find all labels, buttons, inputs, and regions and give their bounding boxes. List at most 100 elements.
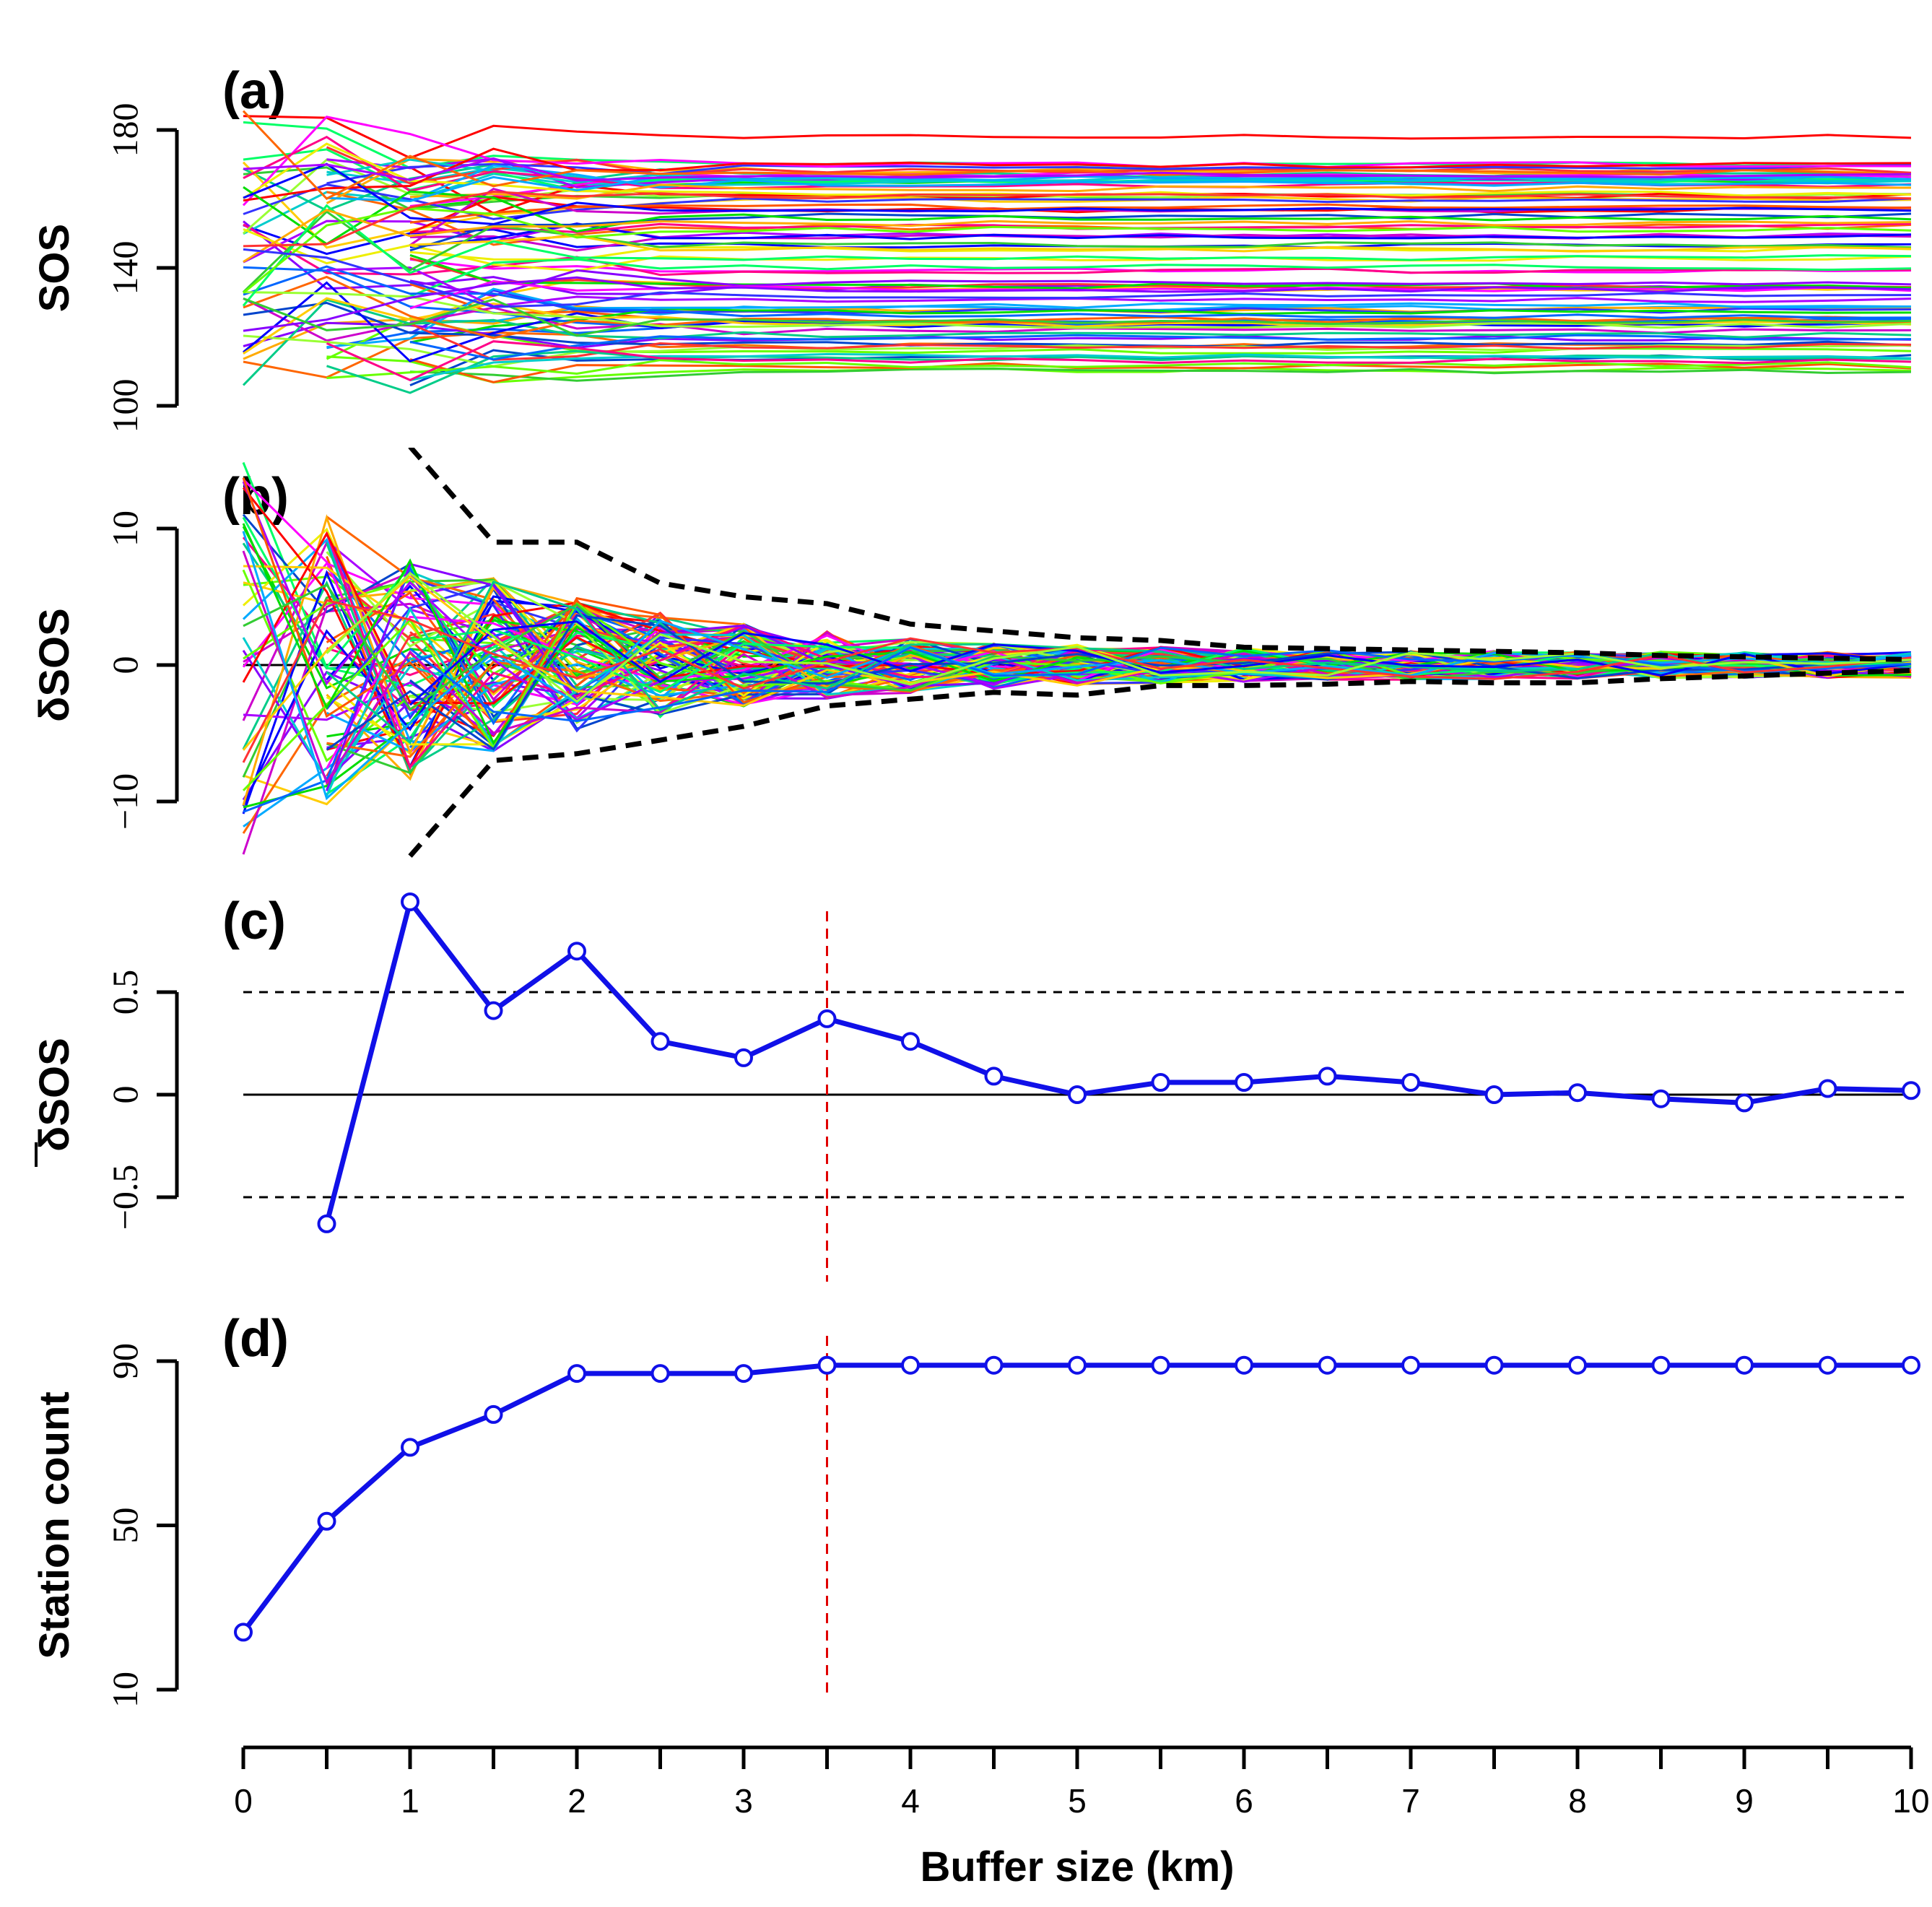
data-point-d [1235, 1355, 1253, 1375]
series-line-a [243, 162, 1912, 225]
data-point-c [401, 892, 419, 911]
panel-c: (c) −0.5 0 0.5 δSOS [31, 892, 1920, 1282]
x-tick-label: 4 [901, 1782, 920, 1820]
series-line-a [243, 248, 1912, 308]
series-line-a [326, 349, 1912, 394]
series-line-a [409, 253, 1912, 290]
data-point-c [1902, 1081, 1920, 1100]
data-point-c [567, 942, 586, 961]
x-tick-label: 5 [1068, 1782, 1087, 1820]
series-line-a [242, 210, 1912, 293]
data-point-c [1401, 1073, 1420, 1092]
series-group-a [242, 110, 1912, 394]
series-line-a [243, 186, 1912, 246]
panel-label-a: (a) [222, 62, 286, 120]
series-line-a [326, 355, 1912, 384]
series-line-a [409, 258, 1912, 297]
y-tick-label-a: 180 [105, 103, 145, 157]
series-line-a [243, 207, 1912, 294]
series-line-a [243, 190, 1912, 248]
series-line-a [243, 266, 1912, 329]
y-axis-label-b: δSOS [31, 608, 78, 722]
data-point-d [901, 1355, 920, 1375]
series-line-a [243, 209, 1912, 263]
series-line-a [243, 142, 1912, 200]
series-line-b [243, 583, 1912, 711]
data-point-d [567, 1364, 586, 1383]
series-line-a [242, 204, 1912, 307]
data-point-c [901, 1032, 920, 1051]
series-line-b [326, 571, 1912, 703]
series-line-a [243, 276, 1912, 332]
series-line-a [409, 235, 1912, 253]
y-axis-label-d: Station count [31, 1391, 78, 1659]
series-line-a [243, 115, 1912, 160]
series-line-a [409, 212, 1912, 252]
series-line-a [326, 266, 1912, 308]
data-point-c [484, 1001, 503, 1020]
data-point-d [317, 1511, 336, 1531]
y-tick-label-b: 0 [105, 656, 145, 674]
x-tick-label: 9 [1735, 1782, 1754, 1820]
data-point-d [984, 1355, 1004, 1375]
series-line-a [409, 352, 1912, 382]
series-line-a [326, 340, 1912, 381]
y-tick-label-d: 50 [105, 1508, 145, 1544]
series-line-a [326, 164, 1912, 202]
y-tick-label-d: 10 [105, 1672, 145, 1708]
data-point-c [317, 1214, 336, 1233]
y-tick-label-b: 10 [105, 511, 145, 547]
x-axis-label: Buffer size (km) [920, 1843, 1234, 1890]
panel-label-c: (c) [222, 892, 286, 950]
data-point-d [1735, 1355, 1754, 1375]
series-line-b [326, 580, 1912, 744]
x-tick-label: 7 [1401, 1782, 1420, 1820]
y-tick-label-c: 0.5 [105, 970, 145, 1015]
x-tick-label: 2 [567, 1782, 586, 1820]
y-tick-label-b: −10 [105, 773, 145, 830]
series-line-a [326, 317, 1912, 360]
data-point-d [1568, 1355, 1587, 1375]
y-axis-label-a: SOS [31, 224, 78, 313]
x-tick-label: 3 [734, 1782, 753, 1820]
data-point-d [650, 1364, 670, 1383]
data-point-c [1568, 1083, 1587, 1103]
series-line-a [243, 291, 1912, 329]
series-line-a [243, 223, 1912, 277]
x-tick-label: 10 [1892, 1782, 1929, 1820]
data-point-c [1318, 1067, 1337, 1086]
data-point-c [734, 1048, 753, 1067]
data-point-c [1151, 1073, 1170, 1092]
series-line-b [242, 599, 1912, 763]
panel-a: (a) 100 140 180 SOS [31, 62, 1912, 433]
data-point-c [1068, 1085, 1087, 1104]
series-line-b [242, 487, 1912, 770]
data-point-d [1401, 1355, 1420, 1375]
envelope-lower-b [408, 668, 1912, 858]
y-tick-label-c: 0 [105, 1086, 145, 1104]
data-point-d [1818, 1355, 1837, 1375]
x-tick-label: 8 [1568, 1782, 1587, 1820]
y-axis-label-c: δSOS [31, 1038, 78, 1152]
data-point-c [1818, 1079, 1837, 1098]
panel-d: (d) 10 50 90 Station count [31, 1310, 1920, 1708]
data-point-d [817, 1355, 837, 1375]
series-line-a [409, 222, 1912, 248]
data-point-c [1484, 1085, 1504, 1104]
series-line-b [409, 646, 1912, 723]
data-point-c [984, 1067, 1004, 1086]
panel-label-d: (d) [222, 1310, 289, 1368]
series-line-a [243, 147, 1912, 202]
series-line-a [243, 265, 1912, 319]
y-tick-label-d: 90 [105, 1343, 145, 1379]
series-line-a [409, 258, 1912, 274]
data-point-d [234, 1623, 253, 1642]
series-line-a [409, 358, 1912, 383]
series-line-a [326, 162, 1912, 185]
series-line-a [409, 334, 1912, 361]
data-point-d [1068, 1355, 1087, 1375]
data-point-d [1484, 1355, 1504, 1375]
panel-label-b: (b) [222, 468, 289, 526]
series-line-a [326, 287, 1912, 349]
